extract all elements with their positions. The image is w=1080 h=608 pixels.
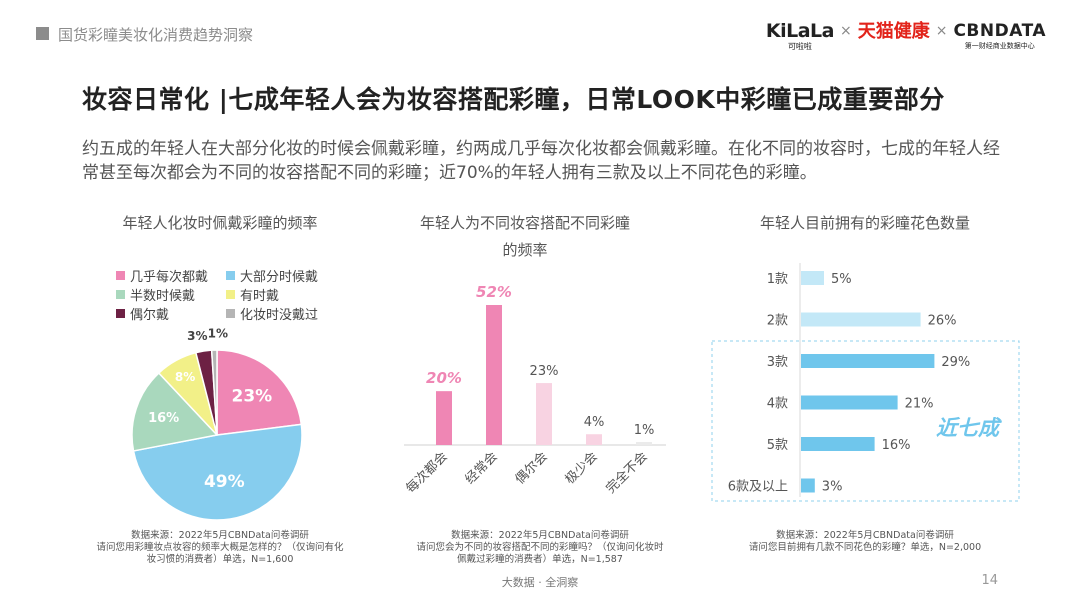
bar <box>801 271 824 285</box>
bar <box>486 305 502 445</box>
callout-text: 近七成 <box>936 416 1002 440</box>
page-title: 妆容日常化 |七成年轻人会为妆容搭配彩瞳，日常LOOK中彩瞳已成重要部分 <box>82 85 945 114</box>
x-tick-label: 每次都会 <box>403 449 451 497</box>
x-tick-label: 经常会 <box>463 449 501 487</box>
bar-value-label: 52% <box>476 283 512 301</box>
cbndata-logo: CBNDATA 第一财经商业数据中心 <box>953 21 1046 50</box>
bar-value-label: 29% <box>941 355 970 370</box>
x-tick-label: 完全不会 <box>603 449 651 497</box>
legend-item: 有时戴 <box>226 285 279 304</box>
pie-chart: 23% 49% 16% 8% 3% 1% <box>131 326 303 520</box>
bar <box>801 354 935 368</box>
bar-value-label: 5% <box>831 272 852 287</box>
pie-value-label: 23% <box>231 386 272 406</box>
x-tick-label: 极少会 <box>563 449 601 487</box>
footer-text: 大数据 · 全洞察 <box>501 576 579 589</box>
horizontal-bar-chart: 1款 5% 2款 26% 3款 29% 4款 21% 5款 16% 6款及以上 3% 近七成 <box>711 263 1020 502</box>
bar-value-label: 4% <box>584 415 605 430</box>
y-tick-label: 6款及以上 <box>728 480 788 495</box>
kilala-logo: KiLaLa 可啦啦 <box>765 20 835 51</box>
highlight-box <box>711 340 1020 502</box>
bar-value-label: 23% <box>530 364 559 379</box>
side-tab-scene[interactable]: 场景 <box>8 327 24 365</box>
separator-x: × <box>839 23 852 39</box>
bar-value-label: 26% <box>928 314 957 329</box>
bar-value-label: 16% <box>882 438 911 453</box>
bar <box>536 383 552 445</box>
x-tick-label: 偶尔会 <box>513 449 551 487</box>
y-tick-label: 3款 <box>767 355 788 370</box>
bar <box>801 395 898 410</box>
bar <box>636 442 652 445</box>
pie-slice <box>132 423 303 520</box>
legend-item: 化妆时没戴过 <box>226 304 318 323</box>
pie-slice <box>210 349 218 436</box>
y-tick-label: 4款 <box>767 397 788 412</box>
legend-swatch <box>116 309 125 318</box>
pie-value-label: 3% <box>187 329 207 343</box>
pie-chart-title: 年轻人化妆时佩戴彩瞳的频率 <box>122 214 318 232</box>
y-tick-label: 1款 <box>767 272 788 287</box>
legend-swatch <box>116 271 125 280</box>
bar-value-label: 20% <box>426 369 462 387</box>
legend-swatch <box>226 271 235 280</box>
page-number: 14 <box>981 573 998 588</box>
hbar-source-note: 数据来源：2022年5月CBNData问卷调研 请问您目前拥有几款不同花色的彩瞳… <box>748 530 982 553</box>
page-description: 约五成的年轻人在大部分化妆的时候会佩戴彩瞳，约两成几乎每次化妆都会佩戴彩瞳。在化… <box>82 139 1000 183</box>
pie-source-note: 数据来源：2022年5月CBNData问卷调研 请问您用彩瞳妆点妆容的频率大概是… <box>96 530 344 565</box>
legend-swatch <box>226 290 235 299</box>
pie-value-label: 8% <box>175 370 195 384</box>
hbar-chart-title: 年轻人目前拥有的彩瞳花色数量 <box>759 214 970 232</box>
pie-slice <box>216 349 303 436</box>
section-title: 国货彩瞳美妆化消费趋势洞察 <box>58 26 254 44</box>
pie-value-label: 1% <box>208 326 228 340</box>
bar-value-label: 21% <box>905 397 934 412</box>
side-tab-seeding[interactable]: 种草 <box>8 404 24 442</box>
legend-item: 几乎每次都戴 <box>116 266 208 285</box>
bar <box>801 312 921 327</box>
legend-swatch <box>116 290 125 299</box>
legend-swatch <box>226 309 235 318</box>
header-square-icon <box>36 27 49 40</box>
bar <box>436 391 452 445</box>
separator-x: × <box>935 23 948 39</box>
bar-source-note: 数据来源：2022年5月CBNData问卷调研 请问您会为不同的妆容搭配不同的彩… <box>416 530 664 565</box>
bar-value-label: 3% <box>822 480 843 495</box>
legend-item: 偶尔戴 <box>116 304 169 323</box>
side-tabs: 妆容 场景 种草 <box>0 232 32 463</box>
bar <box>801 478 815 493</box>
side-tab-makeup[interactable]: 妆容 <box>8 250 24 288</box>
bar-value-label: 1% <box>634 423 655 438</box>
vertical-bar-chart: 20% 每次都会 52% 经常会 23% 偶尔会 4% 极少会 1% 完全不会 <box>403 283 666 497</box>
y-tick-label: 2款 <box>767 314 788 329</box>
bar <box>801 437 875 451</box>
bar-chart-title: 年轻人为不同妆容搭配不同彩瞳 的频率 <box>419 214 630 259</box>
partner-logos: KiLaLa 可啦啦 × 天猫健康 × CBNDATA 第一财经商业数据中心 <box>766 20 1046 54</box>
pie-value-label: 16% <box>148 411 179 426</box>
legend-item: 大部分时候戴 <box>226 266 318 285</box>
y-tick-label: 5款 <box>767 438 788 453</box>
bar <box>586 434 602 445</box>
tmall-health-logo: 天猫健康 <box>857 21 930 42</box>
pie-slice <box>131 371 219 452</box>
legend-item: 半数时候戴 <box>116 285 195 304</box>
pie-value-label: 49% <box>204 472 245 492</box>
